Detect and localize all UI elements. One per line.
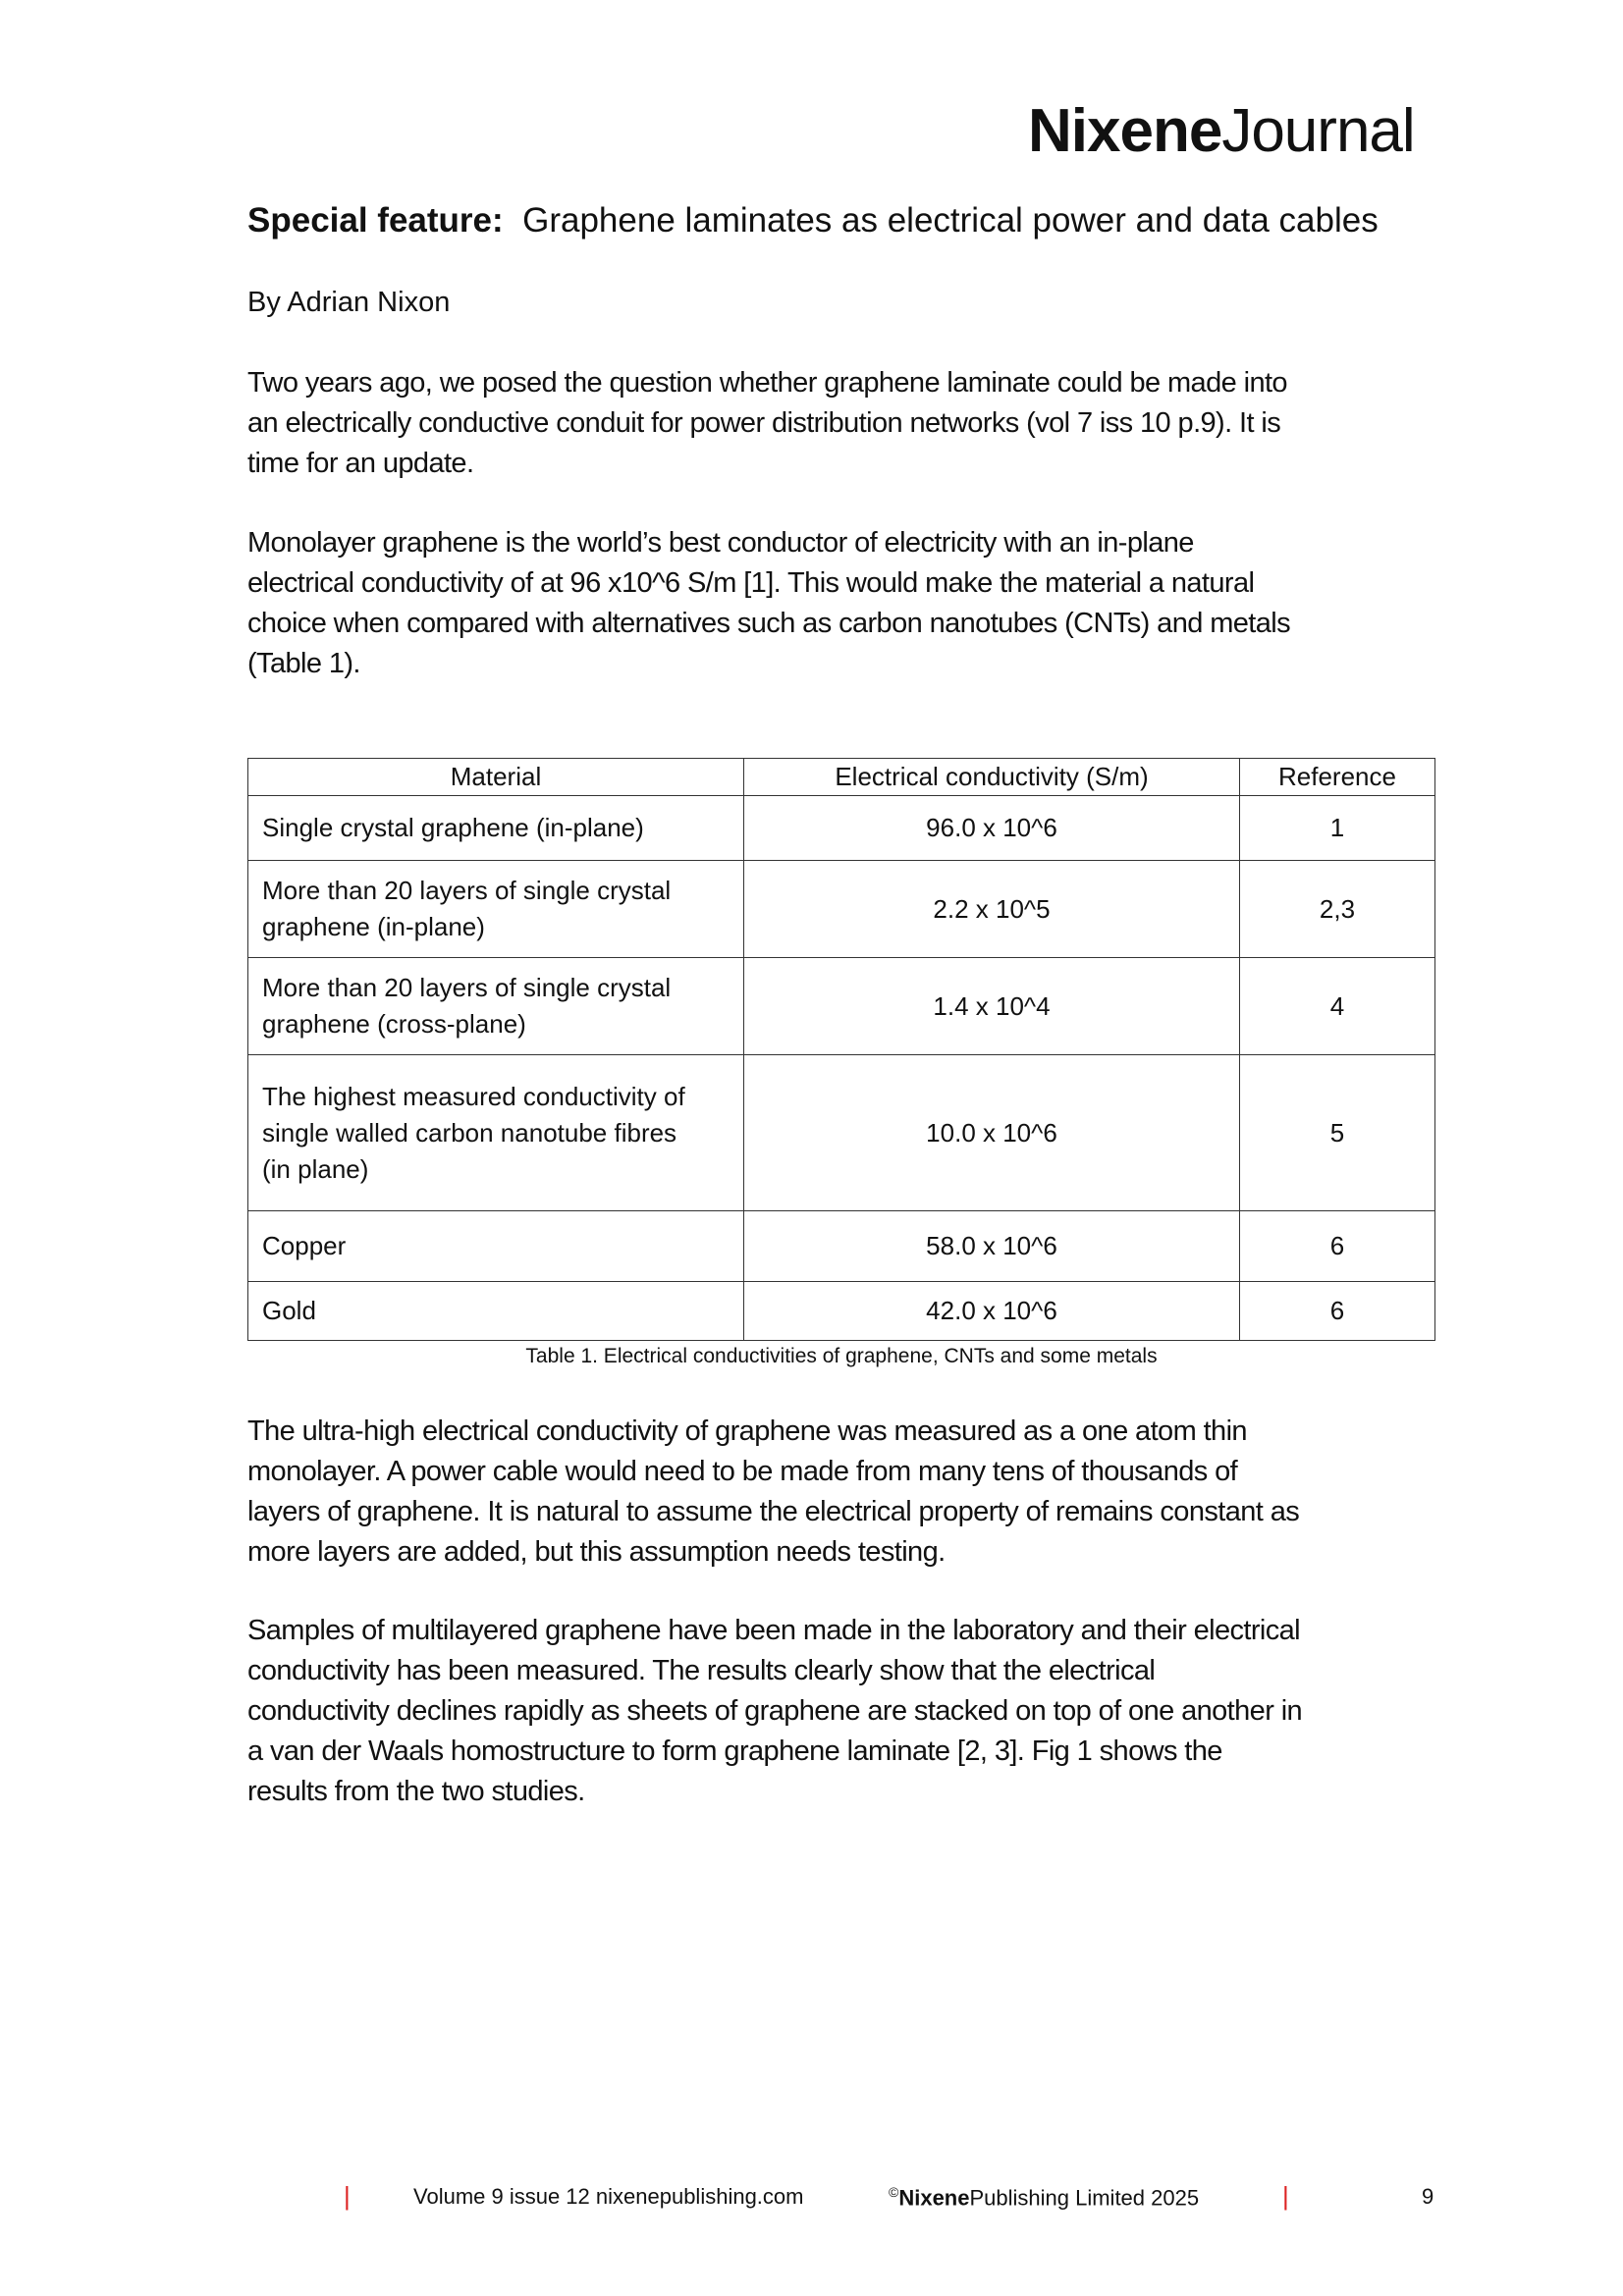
- line: (Table 1).: [247, 648, 360, 679]
- page-number: 9: [1422, 2184, 1434, 2209]
- material-line: graphene (in-plane): [262, 912, 485, 941]
- line: electrical conductivity of at 96 x10^6 S…: [247, 567, 1255, 599]
- line: Monolayer graphene is the world’s best c…: [247, 527, 1194, 559]
- conductivity-table: Material Electrical conductivity (S/m) R…: [247, 758, 1435, 1341]
- line: more layers are added, but this assumpti…: [247, 1536, 946, 1568]
- material-line: More than 20 layers of single crystal: [262, 876, 672, 905]
- column-header-material: Material: [247, 758, 744, 796]
- footer-separator: |: [344, 2181, 351, 2211]
- material-line: More than 20 layers of single crystal: [262, 973, 672, 1002]
- table-row: More than 20 layers of single crystal gra…: [247, 860, 1435, 958]
- article-title: Special feature: Graphene laminates as e…: [247, 201, 1379, 240]
- column-header-reference: Reference: [1239, 758, 1435, 796]
- table-row: More than 20 layers of single crystal gra…: [247, 957, 1435, 1055]
- byline: By Adrian Nixon: [247, 287, 451, 318]
- material-cell: Single crystal graphene (in-plane): [247, 795, 744, 861]
- reference-cell: 4: [1239, 957, 1435, 1055]
- conductivity-cell: 2.2 x 10^5: [743, 860, 1240, 958]
- line: conductivity has been measured. The resu…: [247, 1655, 1156, 1686]
- paragraph-3: The ultra-high electrical conductivity o…: [247, 1412, 1300, 1573]
- material-cell: Gold: [247, 1281, 744, 1341]
- material-line: (in plane): [262, 1153, 369, 1184]
- paragraph-1: Two years ago, we posed the question whe…: [247, 363, 1288, 484]
- material-cell: More than 20 layers of single crystal gra…: [247, 957, 744, 1055]
- table-caption: Table 1. Electrical conductivities of gr…: [525, 1345, 1158, 1367]
- line: monolayer. A power cable would need to b…: [247, 1456, 1238, 1487]
- material-cell: Copper: [247, 1210, 744, 1282]
- table-row: Gold 42.0 x 10^6 6: [247, 1281, 1435, 1341]
- reference-cell: 2,3: [1239, 860, 1435, 958]
- copyright-symbol: ©: [889, 2184, 899, 2200]
- material-line: single walled carbon nanotube fibres: [262, 1117, 677, 1148]
- line: Samples of multilayered graphene have be…: [247, 1615, 1301, 1646]
- line: time for an update.: [247, 448, 474, 479]
- material-line: Copper: [262, 1231, 347, 1260]
- conductivity-cell: 1.4 x 10^4: [743, 957, 1240, 1055]
- material-line: Gold: [262, 1296, 316, 1325]
- conductivity-cell: 96.0 x 10^6: [743, 795, 1240, 861]
- publisher-bold: Nixene: [898, 2185, 970, 2211]
- reference-cell: 1: [1239, 795, 1435, 861]
- material-line: Single crystal graphene (in-plane): [262, 813, 644, 842]
- publisher-rest: Publishing Limited 2025: [969, 2185, 1200, 2211]
- line: layers of graphene. It is natural to ass…: [247, 1496, 1300, 1527]
- table-row: Single crystal graphene (in-plane) 96.0 x…: [247, 795, 1435, 861]
- line: choice when compared with alternatives s…: [247, 608, 1291, 639]
- table-row: The highest measured conductivity of sing…: [247, 1054, 1435, 1211]
- footer-copyright: ©NixenePublishing Limited 2025: [889, 2184, 1199, 2211]
- line: conductivity declines rapidly as sheets …: [247, 1695, 1303, 1727]
- conductivity-cell: 10.0 x 10^6: [743, 1054, 1240, 1211]
- paragraph-4: Samples of multilayered graphene have be…: [247, 1611, 1303, 1812]
- reference-cell: 6: [1239, 1281, 1435, 1341]
- line: The ultra-high electrical conductivity o…: [247, 1415, 1248, 1447]
- conductivity-cell: 42.0 x 10^6: [743, 1281, 1240, 1341]
- line: Two years ago, we posed the question whe…: [247, 367, 1288, 399]
- footer-separator: |: [1282, 2181, 1289, 2211]
- paragraph-2: Monolayer graphene is the world’s best c…: [247, 523, 1291, 684]
- material-line: The highest measured conductivity of: [262, 1081, 685, 1111]
- reference-cell: 6: [1239, 1210, 1435, 1282]
- table-row: Copper 58.0 x 10^6 6: [247, 1210, 1435, 1282]
- reference-cell: 5: [1239, 1054, 1435, 1211]
- line: results from the two studies.: [247, 1776, 585, 1807]
- journal-logo: NixeneJournal: [1028, 97, 1416, 165]
- column-header-conductivity: Electrical conductivity (S/m): [743, 758, 1240, 796]
- material-cell: The highest measured conductivity of sing…: [247, 1054, 744, 1211]
- footer-volume: Volume 9 issue 12 nixenepublishing.com: [413, 2184, 804, 2209]
- material-cell: More than 20 layers of single crystal gra…: [247, 860, 744, 958]
- line: an electrically conductive conduit for p…: [247, 407, 1281, 439]
- conductivity-cell: 58.0 x 10^6: [743, 1210, 1240, 1282]
- line: a van der Waals homostructure to form gr…: [247, 1735, 1222, 1767]
- material-line: graphene (cross-plane): [262, 1009, 526, 1039]
